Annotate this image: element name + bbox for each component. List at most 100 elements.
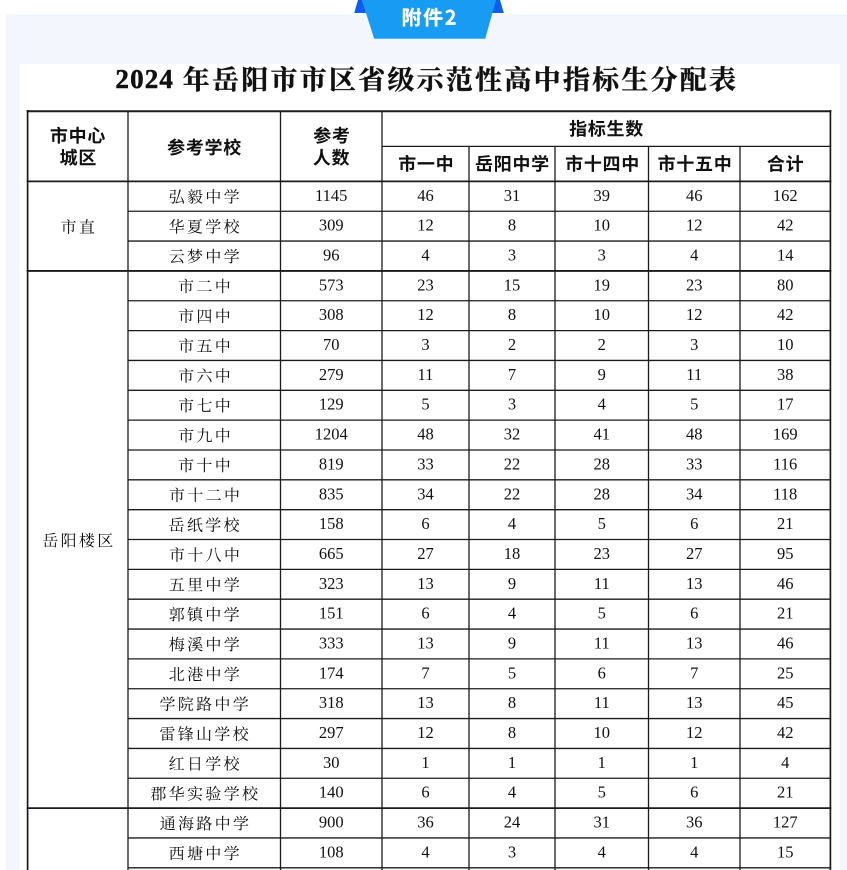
svg-text:33: 33: [686, 454, 703, 473]
svg-text:3: 3: [421, 335, 429, 354]
svg-text:14: 14: [777, 246, 794, 265]
svg-text:22: 22: [504, 484, 521, 503]
svg-text:70: 70: [323, 335, 340, 354]
svg-text:36: 36: [686, 813, 703, 832]
svg-text:13: 13: [686, 574, 703, 593]
svg-text:116: 116: [773, 454, 797, 473]
svg-text:665: 665: [319, 544, 344, 563]
svg-text:819: 819: [319, 454, 344, 473]
svg-text:6: 6: [421, 783, 429, 802]
svg-text:5: 5: [598, 783, 606, 802]
svg-text:31: 31: [504, 186, 521, 205]
svg-text:108: 108: [319, 842, 344, 861]
svg-text:318: 318: [319, 693, 344, 712]
svg-text:42: 42: [777, 216, 794, 235]
svg-text:2: 2: [508, 335, 516, 354]
svg-text:11: 11: [594, 634, 610, 653]
svg-text:1204: 1204: [315, 425, 348, 444]
svg-text:13: 13: [686, 693, 703, 712]
svg-text:1: 1: [690, 753, 698, 772]
svg-text:7: 7: [508, 365, 516, 384]
svg-text:21: 21: [777, 604, 794, 623]
svg-text:8: 8: [508, 216, 516, 235]
svg-text:151: 151: [319, 604, 344, 623]
svg-text:297: 297: [319, 723, 344, 742]
svg-text:900: 900: [319, 813, 344, 832]
svg-text:23: 23: [594, 544, 611, 563]
svg-text:4: 4: [508, 604, 516, 623]
svg-text:4: 4: [598, 395, 606, 414]
svg-text:24: 24: [504, 813, 521, 832]
svg-text:835: 835: [319, 484, 344, 503]
svg-text:12: 12: [417, 305, 434, 324]
svg-text:8: 8: [508, 723, 516, 742]
svg-text:42: 42: [777, 305, 794, 324]
svg-text:21: 21: [777, 514, 794, 533]
svg-text:5: 5: [690, 395, 698, 414]
svg-text:95: 95: [777, 544, 794, 563]
svg-text:6: 6: [421, 604, 429, 623]
svg-text:23: 23: [417, 275, 434, 294]
svg-text:13: 13: [417, 574, 434, 593]
svg-text:33: 33: [417, 454, 434, 473]
svg-text:8: 8: [508, 305, 516, 324]
svg-text:9: 9: [508, 574, 516, 593]
svg-text:46: 46: [777, 634, 794, 653]
svg-text:4: 4: [421, 246, 429, 265]
svg-text:169: 169: [773, 425, 798, 444]
svg-text:10: 10: [594, 723, 611, 742]
svg-text:13: 13: [686, 634, 703, 653]
svg-text:42: 42: [777, 723, 794, 742]
svg-text:41: 41: [594, 425, 611, 444]
svg-text:308: 308: [319, 305, 344, 324]
svg-text:5: 5: [508, 663, 516, 682]
svg-text:13: 13: [417, 634, 434, 653]
svg-text:48: 48: [417, 425, 434, 444]
svg-text:18: 18: [504, 544, 521, 563]
svg-text:12: 12: [686, 305, 703, 324]
svg-text:17: 17: [777, 395, 794, 414]
svg-text:31: 31: [594, 813, 611, 832]
svg-text:36: 36: [417, 813, 434, 832]
svg-text:333: 333: [319, 634, 344, 653]
svg-text:279: 279: [319, 365, 344, 384]
svg-text:129: 129: [319, 395, 344, 414]
svg-text:5: 5: [598, 604, 606, 623]
svg-text:27: 27: [686, 544, 703, 563]
svg-text:118: 118: [773, 484, 797, 503]
svg-text:6: 6: [690, 783, 698, 802]
svg-text:19: 19: [594, 275, 611, 294]
svg-text:4: 4: [508, 783, 516, 802]
svg-text:23: 23: [686, 275, 703, 294]
svg-text:46: 46: [686, 186, 703, 205]
svg-text:4: 4: [508, 514, 516, 533]
svg-text:4: 4: [690, 842, 698, 861]
svg-text:27: 27: [417, 544, 434, 563]
svg-text:309: 309: [319, 216, 344, 235]
svg-text:7: 7: [421, 663, 429, 682]
svg-text:38: 38: [777, 365, 794, 384]
svg-text:6: 6: [690, 514, 698, 533]
svg-text:11: 11: [418, 365, 434, 384]
svg-text:45: 45: [777, 693, 794, 712]
svg-text:3: 3: [598, 246, 606, 265]
svg-text:8: 8: [508, 693, 516, 712]
svg-text:4: 4: [598, 842, 606, 861]
svg-text:7: 7: [690, 663, 698, 682]
svg-text:21: 21: [777, 783, 794, 802]
svg-text:25: 25: [777, 663, 794, 682]
svg-text:12: 12: [417, 216, 434, 235]
svg-text:11: 11: [594, 574, 610, 593]
svg-text:34: 34: [417, 484, 434, 503]
svg-text:9: 9: [508, 634, 516, 653]
svg-text:12: 12: [417, 723, 434, 742]
svg-text:4: 4: [781, 753, 789, 772]
svg-text:3: 3: [508, 395, 516, 414]
svg-text:323: 323: [319, 574, 344, 593]
svg-text:6: 6: [421, 514, 429, 533]
svg-text:2024: 2024: [115, 64, 172, 94]
svg-text:96: 96: [323, 246, 340, 265]
svg-text:1: 1: [421, 753, 429, 772]
svg-text:4: 4: [421, 842, 429, 861]
svg-text:1145: 1145: [315, 186, 347, 205]
